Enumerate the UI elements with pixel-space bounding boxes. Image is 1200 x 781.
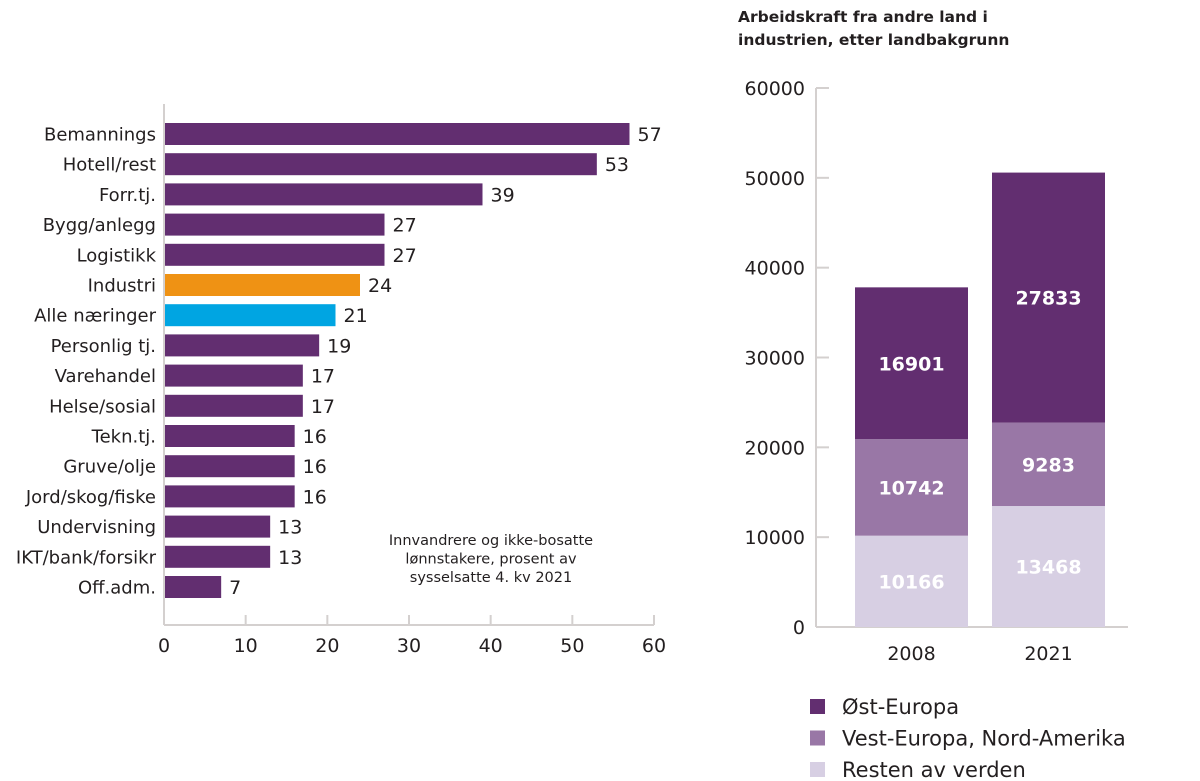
- category-label-helse-sosial: Helse/sosial: [49, 396, 156, 417]
- segment-resten-av-verden-2021: [992, 506, 1105, 627]
- left-bar-chart: Bemannings Hotell/rest Forr.tj. Bygg/anlegg…: [16, 104, 666, 657]
- y-tick-label-30000: 30000: [745, 348, 805, 370]
- x-tick-label-20: 20: [315, 635, 339, 657]
- category-label-jord-skog-fiske: Jord/skog/fiske: [25, 487, 156, 508]
- bar-helse-sosial: [164, 394, 303, 417]
- value-label-ikt-bank-forsikr: 13: [278, 547, 302, 569]
- segment-vest-europa-nord-amerika-2008: [855, 439, 968, 536]
- segment-label-ost-europa-2008: 16901: [878, 353, 944, 375]
- legend-swatch-vest-europa-nord-amerika: [810, 730, 825, 746]
- value-label-undervisning: 13: [278, 517, 302, 539]
- segment-vest-europa-nord-amerika-2021: [992, 422, 1105, 507]
- value-label-helse-sosial: 17: [311, 396, 335, 418]
- category-label-logistikk: Logistikk: [77, 245, 157, 266]
- chart-note: Innvandrere og ikke-bosatte lønnstakere, …: [389, 533, 593, 586]
- segment-label-resten-av-verden-2021: 13468: [1015, 557, 1081, 579]
- x-category-label-2021: 2021: [1024, 643, 1072, 665]
- value-label-varehandel: 17: [311, 366, 335, 388]
- left-category-labels: Bemannings Hotell/rest Forr.tj. Bygg/anlegg…: [16, 125, 157, 599]
- segment-label-resten-av-verden-2008: 10166: [878, 571, 944, 593]
- legend-label-vest-europa-nord-amerika: Vest-Europa, Nord-Amerika: [842, 727, 1126, 751]
- category-label-industri: Industri: [88, 276, 156, 297]
- y-tick-label-50000: 50000: [745, 168, 805, 190]
- category-label-off-adm: Off.adm.: [78, 578, 156, 599]
- legend-swatch-resten-av-verden: [810, 762, 825, 777]
- bar-ikt-bank-forsikr: [164, 545, 271, 568]
- value-label-logistikk: 27: [393, 245, 417, 267]
- note-line-1: Innvandrere og ikke-bosatte: [389, 533, 593, 549]
- category-label-bygg-anlegg: Bygg/anlegg: [43, 215, 156, 236]
- x-tick-label-60: 60: [642, 635, 666, 657]
- category-label-bemannings: Bemannings: [44, 125, 156, 146]
- note-line-2: lønnstakere, prosent av: [405, 552, 577, 568]
- segment-ost-europa-2021: [992, 172, 1105, 423]
- bar-personlig-tj: [164, 334, 320, 357]
- x-tick-label-0: 0: [158, 635, 170, 657]
- y-tick-label-10000: 10000: [745, 527, 805, 549]
- bar-jord-skog-fiske: [164, 485, 295, 508]
- legend-swatch-ost-europa: [810, 699, 825, 714]
- bar-tekn-tj: [164, 425, 295, 447]
- bar-gruve-olje: [164, 455, 295, 478]
- x-category-label-2008: 2008: [887, 643, 935, 665]
- x-tick-label-40: 40: [479, 635, 503, 657]
- value-label-hotell-rest: 53: [605, 154, 629, 176]
- y-tick-label-0: 0: [793, 617, 805, 639]
- value-label-jord-skog-fiske: 16: [303, 486, 327, 508]
- right-chart-title-line-2: industrien, etter landbakgrunn: [738, 31, 1009, 49]
- category-label-hotell-rest: Hotell/rest: [63, 155, 156, 176]
- bar-forr-tj: [164, 183, 483, 206]
- category-label-alle-n-ringer: Alle næringer: [34, 306, 157, 327]
- segment-label-vest-europa-nord-amerika-2008: 10742: [878, 477, 944, 499]
- right-stacked-bars: 10166 10742 16901 13468 9283 27833: [855, 172, 1105, 627]
- bar-alle-n-ringer: [164, 304, 336, 327]
- value-label-bygg-anlegg: 27: [393, 215, 417, 237]
- y-tick-label-40000: 40000: [745, 258, 805, 280]
- right-category-labels: 2008 2021: [887, 643, 1072, 665]
- legend-label-ost-europa: Øst-Europa: [842, 695, 959, 719]
- value-label-industri: 24: [368, 275, 392, 297]
- bar-undervisning: [164, 515, 271, 538]
- value-label-forr-tj: 39: [491, 184, 515, 206]
- value-label-gruve-olje: 16: [303, 456, 327, 478]
- y-tick-label-60000: 60000: [745, 78, 805, 100]
- bar-off-adm: [164, 576, 222, 598]
- left-bars: [164, 123, 630, 598]
- legend: Øst-Europa Vest-Europa, Nord-Amerika Reste…: [810, 695, 1126, 781]
- segment-resten-av-verden-2008: [855, 535, 968, 627]
- value-label-bemannings: 57: [638, 124, 662, 146]
- x-tick-label-50: 50: [560, 635, 584, 657]
- value-label-alle-n-ringer: 21: [344, 305, 368, 327]
- value-label-personlig-tj: 19: [327, 335, 351, 357]
- bar-varehandel: [164, 364, 303, 387]
- category-label-gruve-olje: Gruve/olje: [63, 457, 156, 478]
- category-label-forr-tj: Forr.tj.: [99, 185, 156, 206]
- value-label-off-adm: 7: [229, 577, 241, 599]
- bar-bemannings: [164, 123, 630, 145]
- note-line-3: sysselsatte 4. kv 2021: [410, 570, 572, 586]
- x-tick-label-30: 30: [397, 635, 421, 657]
- segment-label-vest-europa-nord-amerika-2021: 9283: [1022, 454, 1075, 476]
- category-label-varehandel: Varehandel: [55, 366, 156, 387]
- bar-bygg-anlegg: [164, 213, 385, 236]
- right-chart-title-line-1: Arbeidskraft fra andre land i: [738, 8, 988, 26]
- right-y-ticks: 0 10000 20000 30000 40000 50000 60000: [745, 78, 829, 639]
- category-label-tekn-tj: Tekn.tj.: [91, 427, 156, 448]
- segment-ost-europa-2008: [855, 287, 968, 440]
- segment-label-ost-europa-2021: 27833: [1015, 288, 1081, 310]
- y-tick-label-20000: 20000: [745, 437, 805, 459]
- legend-label-resten-av-verden: Resten av verden: [842, 758, 1026, 781]
- left-x-ticks: 0 10 20 30 40 50 60: [158, 615, 666, 657]
- x-tick-label-10: 10: [234, 635, 258, 657]
- bar-hotell-rest: [164, 153, 597, 176]
- value-label-tekn-tj: 16: [303, 426, 327, 448]
- right-stacked-chart: Arbeidskraft fra andre land i industrien…: [738, 8, 1128, 781]
- bar-logistikk: [164, 243, 385, 266]
- bar-industri: [164, 274, 360, 296]
- category-label-ikt-bank-forsikr: IKT/bank/forsikr: [16, 547, 157, 568]
- category-label-personlig-tj: Personlig tj.: [51, 336, 156, 357]
- category-label-undervisning: Undervisning: [37, 517, 156, 538]
